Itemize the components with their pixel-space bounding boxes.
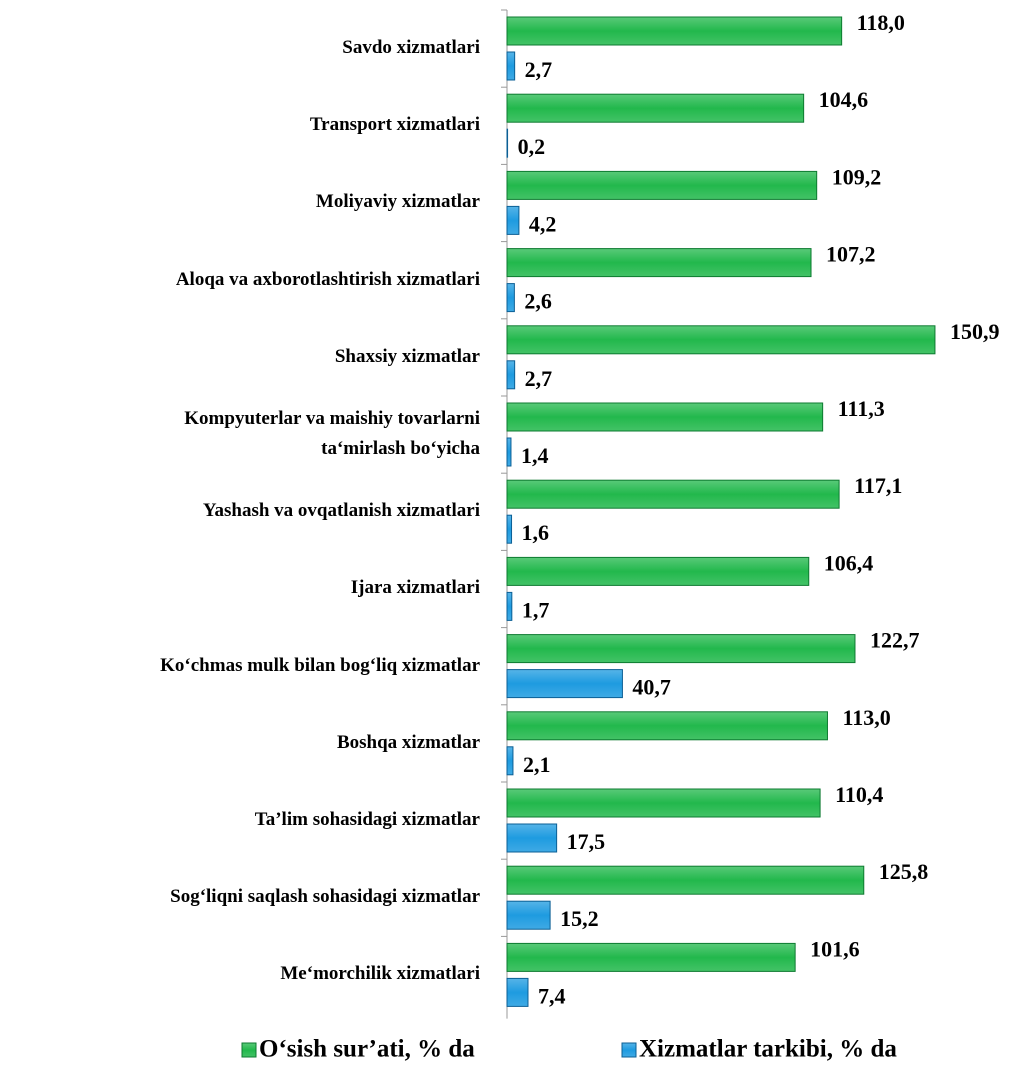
value-label: 1,4 — [521, 443, 549, 468]
value-label: 111,3 — [838, 396, 885, 421]
category-label: Kompyuterlar va maishiy tovarlarni ta‘mi… — [184, 408, 480, 459]
legend-swatch — [621, 1042, 637, 1058]
category-label: Ijara xizmatlari — [350, 577, 480, 599]
value-label: 17,5 — [567, 829, 606, 854]
value-label: 2,1 — [523, 752, 551, 777]
bar — [506, 634, 856, 664]
bar — [506, 248, 812, 278]
value-label: 4,2 — [529, 211, 557, 236]
value-label: 0,2 — [518, 134, 546, 159]
value-label: 2,7 — [525, 366, 553, 391]
category-label: Moliyaviy xizmatlar — [315, 191, 480, 213]
bar — [506, 514, 513, 544]
value-label: 125,8 — [879, 859, 929, 884]
value-label: 150,9 — [950, 319, 1000, 344]
bar — [506, 669, 623, 699]
bar — [506, 788, 821, 818]
bar — [506, 16, 843, 46]
category-label: Savdo xizmatlari — [342, 37, 480, 58]
bar — [506, 711, 828, 741]
bar — [506, 591, 513, 621]
bar — [506, 977, 529, 1007]
bar — [506, 437, 512, 467]
value-label: 113,0 — [842, 705, 890, 730]
bar — [506, 865, 865, 895]
value-label: 107,2 — [826, 242, 876, 267]
category-label: Yashash va ovqatlanish xizmatlari — [202, 500, 480, 522]
bar — [506, 170, 818, 200]
category-label: Aloqa va axborotlashtirish xizmatlari — [175, 268, 480, 290]
bar — [506, 93, 805, 123]
bar — [506, 900, 551, 930]
value-label: 15,2 — [560, 906, 599, 931]
category-label: Ta’lim sohasidagi xizmatlar — [254, 809, 480, 830]
value-label: 109,2 — [832, 164, 882, 189]
bar — [506, 942, 796, 972]
bar — [506, 402, 824, 432]
value-label: 118,0 — [857, 10, 905, 35]
bar — [506, 51, 516, 81]
value-label: 7,4 — [538, 983, 566, 1008]
value-label: 1,6 — [522, 520, 550, 545]
value-label: 104,6 — [819, 87, 869, 112]
category-label: Sog‘liqni saqlash sohasidagi xizmatlar — [170, 886, 480, 908]
bar — [506, 479, 840, 509]
bar — [506, 556, 810, 586]
bar — [506, 205, 520, 235]
value-label: 1,7 — [522, 597, 550, 622]
bar — [506, 360, 516, 390]
value-label: 122,7 — [870, 628, 920, 653]
bar — [506, 746, 514, 776]
legend-label: Xizmatlar tarkibi, % da — [639, 1036, 897, 1063]
legend-label: O‘sish sur’ati, % da — [259, 1036, 475, 1063]
value-label: 2,6 — [524, 289, 552, 314]
category-label: Me‘morchilik xizmatlari — [280, 963, 480, 985]
category-label: Ko‘chmas mulk bilan bog‘liq xizmatlar — [160, 654, 480, 676]
category-label: Shaxsiy xizmatlar — [334, 345, 480, 367]
value-label: 2,7 — [525, 57, 553, 82]
bar — [506, 283, 515, 313]
category-label: Transport xizmatlari — [309, 114, 480, 136]
value-label: 106,4 — [824, 550, 874, 575]
value-label: 101,6 — [810, 936, 860, 961]
bar — [506, 325, 936, 355]
bar — [506, 128, 509, 158]
bar — [506, 823, 558, 853]
value-label: 40,7 — [632, 675, 671, 700]
value-label: 117,1 — [854, 473, 902, 498]
category-label: Boshqa xizmatlar — [336, 731, 480, 753]
legend-swatch — [241, 1042, 257, 1058]
value-label: 110,4 — [835, 782, 883, 807]
